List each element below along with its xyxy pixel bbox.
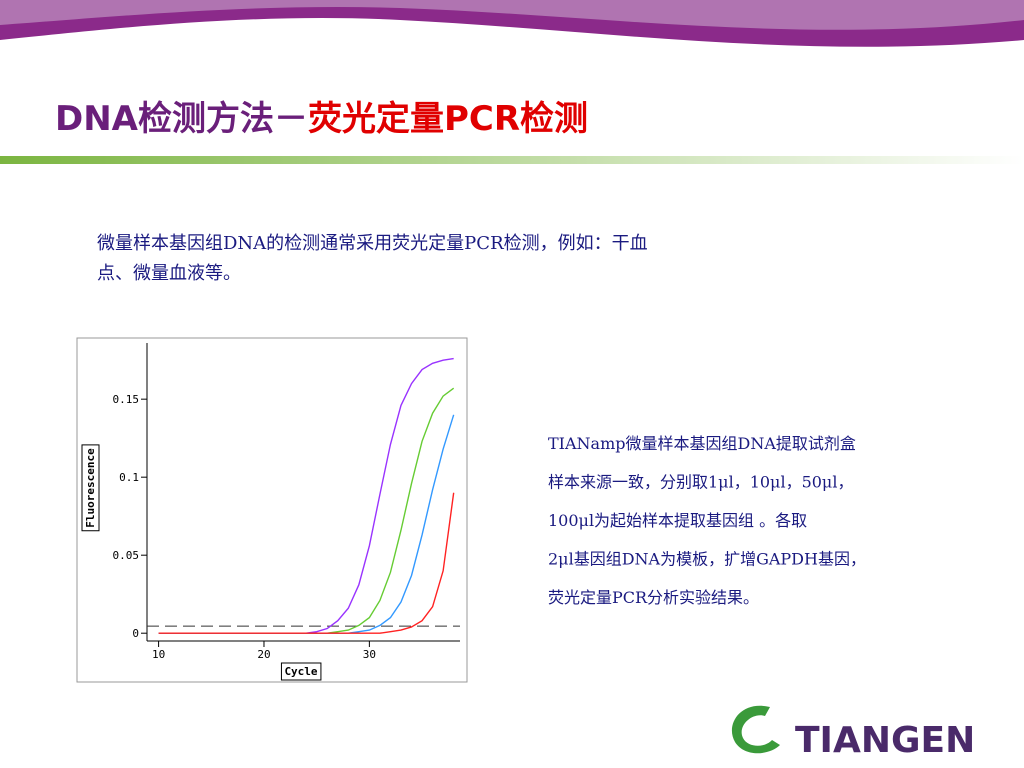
y-tick-label: 0 <box>132 627 139 640</box>
chart-frame <box>76 337 468 683</box>
intro-line: 点、微量血液等。 <box>97 263 241 284</box>
series-line <box>158 492 455 634</box>
title-part: DNA检测方法－ <box>55 99 308 139</box>
description-line: 100μl为起始样本提取基因组 。各取 <box>548 511 807 530</box>
description-line: TIANamp微量样本基因组DNA提取试剂盒 <box>548 434 856 453</box>
header-swoosh-light <box>0 0 1024 30</box>
intro-line: 微量样本基因组DNA的检测通常采用荧光定量PCR检测，例如：干血 <box>97 233 648 254</box>
logo-text: TIANGEN <box>795 720 975 761</box>
x-tick-label: 30 <box>363 648 376 661</box>
y-tick-label: 0.05 <box>113 549 140 562</box>
x-tick-label: 10 <box>152 648 165 661</box>
y-axis-label: Fluorescence <box>84 448 97 528</box>
title: DNA检测方法－荧光定量PCR检测 <box>55 99 588 139</box>
logo: TIANGEN <box>731 705 975 761</box>
title-part: 荧光定量PCR检测 <box>308 99 588 139</box>
y-tick-label: 0.1 <box>119 471 139 484</box>
description-line: 样本来源一致，分别取1μl，10μl，50μl， <box>548 473 853 492</box>
description-line: 2μl基因组DNA为模板，扩增GAPDH基因， <box>548 550 866 569</box>
label-box <box>81 444 100 532</box>
y-tick-label: 0.15 <box>113 393 140 406</box>
logo-mark <box>731 705 780 754</box>
description-line: 荧光定量PCR分析实验结果。 <box>548 588 759 607</box>
title-rule <box>0 156 1024 164</box>
x-axis-label: Cycle <box>284 665 317 678</box>
label-box <box>280 662 322 681</box>
x-tick-label: 20 <box>257 648 270 661</box>
